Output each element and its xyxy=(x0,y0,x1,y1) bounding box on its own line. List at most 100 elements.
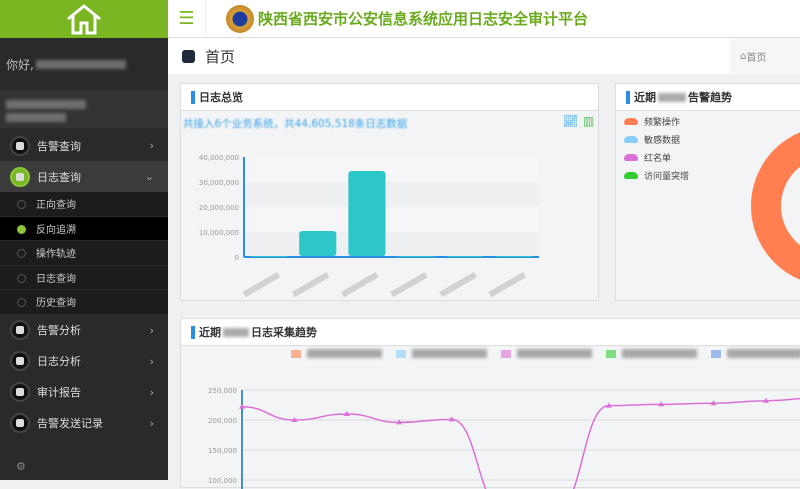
sidebar-item[interactable]: 告警分析 › xyxy=(0,315,168,346)
log-collection-trend-panel: 近期 日志采集趋势 100,000 150,000 200,000 250,000 xyxy=(180,318,800,489)
overview-subtitle: 共接入6个业务系统，共44,605,518条日志数据 xyxy=(183,118,408,130)
title-prefix: 近期 xyxy=(634,91,656,104)
top-header: ☰ 陕西省西安市公安信息系统应用日志安全审计平台 xyxy=(168,0,800,38)
sidebar-subitem[interactable]: 日志查询 xyxy=(0,265,168,290)
sidebar-item-label: 告警分析 xyxy=(37,324,81,337)
subitem-label: 历史查询 xyxy=(36,298,76,310)
legend-item[interactable]: 访问量突增 xyxy=(624,168,800,183)
breadcrumb[interactable]: ⌂ 首页 xyxy=(730,38,800,74)
data-point xyxy=(343,411,350,416)
data-point xyxy=(396,419,403,425)
gear-icon[interactable]: ⚙ xyxy=(16,460,26,473)
menu-cube-icon xyxy=(10,382,30,402)
legend-item[interactable] xyxy=(501,349,592,358)
chevron-right-icon: › xyxy=(149,139,154,152)
legend-label: 红名单 xyxy=(644,154,672,164)
x-tick-label-redacted xyxy=(390,272,428,298)
log-overview-panel: 日志总览 共接入6个业务系统，共44,605,518条日志数据 📈︎ ▥ 0 10… xyxy=(180,83,599,301)
bar xyxy=(446,256,484,257)
legend-item[interactable] xyxy=(396,349,487,358)
legend-item[interactable]: 敏感数据 xyxy=(624,132,800,147)
subitem-label: 操作轨迹 xyxy=(36,249,76,261)
legend-item[interactable]: 红名单 xyxy=(624,150,800,165)
menu-cube-icon xyxy=(10,413,30,433)
sidebar-item[interactable]: 日志分析 › xyxy=(0,346,168,377)
series-line xyxy=(241,397,800,489)
sidebar-subitem[interactable]: 历史查询 xyxy=(0,290,168,315)
panel-title: 日志总览 xyxy=(181,84,598,111)
x-tick-label-redacted xyxy=(340,272,379,298)
data-point xyxy=(658,401,665,407)
grid-band xyxy=(244,182,539,207)
legend-swatch xyxy=(624,172,638,179)
page-title: 首页 xyxy=(205,47,236,66)
app-title: 陕西省西安市公安信息系统应用日志安全审计平台 xyxy=(258,10,589,28)
legend-swatch xyxy=(624,154,638,161)
y-tick-label: 40,000,000 xyxy=(199,154,239,162)
subitem-label: 正向查询 xyxy=(36,200,76,212)
greeting-text: 你好, xyxy=(6,57,34,72)
grid-band xyxy=(244,232,539,257)
legend-label: 访问量突增 xyxy=(644,172,690,182)
legend-label: 频繁操作 xyxy=(644,118,681,128)
bar xyxy=(348,171,386,256)
legend-item[interactable] xyxy=(711,349,800,358)
sidebar-item[interactable]: 审计报告 › xyxy=(0,377,168,408)
donut-slice-frequent-operation xyxy=(751,132,800,280)
chevron-right-icon: › xyxy=(149,323,154,337)
legend-item[interactable] xyxy=(606,349,697,358)
grid-band xyxy=(244,207,539,232)
sidebar-item-label: 日志分析 xyxy=(37,355,81,368)
user-greeting: 你好, xyxy=(0,38,168,90)
line-chart-icon[interactable]: 📈︎ xyxy=(563,114,579,128)
bar xyxy=(495,256,533,257)
sidebar-item[interactable]: 日志查询 ⌄ xyxy=(0,161,168,192)
police-emblem-logo xyxy=(226,4,254,33)
sidebar: 你好, 告警查询 › 日志查询 ⌄ 正向查询 反向追溯 操作轨迹 日志查询 历史查询 告警分析 › 日… xyxy=(0,0,168,480)
menu-cube-icon xyxy=(10,320,30,340)
legend-item[interactable]: 频繁操作 xyxy=(624,114,800,129)
data-point xyxy=(763,397,769,403)
menu-cube-icon xyxy=(10,351,30,371)
home-icon: ⌂ xyxy=(740,50,747,62)
x-tick-label-redacted xyxy=(291,271,330,298)
hamburger-icon[interactable]: ☰ xyxy=(168,0,206,38)
sidebar-subitem[interactable]: 操作轨迹 xyxy=(0,241,168,266)
breadcrumb-home: 首页 xyxy=(746,52,767,64)
data-point xyxy=(710,400,717,406)
sidebar-item-label: 审计报告 xyxy=(37,386,81,399)
bar-chart-icon[interactable]: ▥ xyxy=(583,114,595,128)
menu-cube-icon xyxy=(10,135,30,156)
page-icon xyxy=(182,49,195,63)
log-collection-line-chart: 100,000 150,000 200,000 250,000 xyxy=(208,387,800,489)
legend-swatch xyxy=(624,136,638,143)
x-tick-label-redacted xyxy=(439,272,477,298)
y-tick-label: 10,000,000 xyxy=(199,229,239,237)
data-point xyxy=(448,416,455,422)
sidebar-item[interactable]: 告警发送记录 › xyxy=(0,408,168,439)
title-suffix: 告警趋势 xyxy=(688,91,732,104)
chevron-right-icon: › xyxy=(149,385,154,399)
bar xyxy=(397,256,435,257)
sidebar-item-label: 告警查询 xyxy=(37,139,81,153)
sidebar-subitem[interactable]: 正向查询 xyxy=(0,192,168,217)
title-prefix: 近期 xyxy=(199,326,221,339)
chevron-right-icon: › xyxy=(149,354,154,368)
data-point xyxy=(605,402,612,408)
username-redacted xyxy=(35,59,126,69)
menu-cube-icon xyxy=(10,166,30,187)
legend-swatch xyxy=(624,118,638,125)
title-suffix: 日志采集趋势 xyxy=(251,326,317,339)
home-button[interactable] xyxy=(0,0,168,38)
x-tick-label-redacted xyxy=(488,272,527,298)
legend-item[interactable] xyxy=(291,349,382,358)
y-tick-label: 20,000,000 xyxy=(199,204,239,212)
sidebar-subitem[interactable]: 反向追溯 xyxy=(0,216,168,241)
y-tick-label: 30,000,000 xyxy=(199,179,239,187)
subitem-label: 反向追溯 xyxy=(36,224,76,236)
legend-label: 敏感数据 xyxy=(644,136,681,146)
y-tick-label: 0 xyxy=(235,254,239,262)
alarm-trend-panel: 近期 告警趋势 频繁操作敏感数据红名单访问量突增 xyxy=(615,83,800,301)
sidebar-item[interactable]: 告警查询 › xyxy=(0,130,168,161)
panel-title: 近期 告警趋势 xyxy=(616,84,800,111)
